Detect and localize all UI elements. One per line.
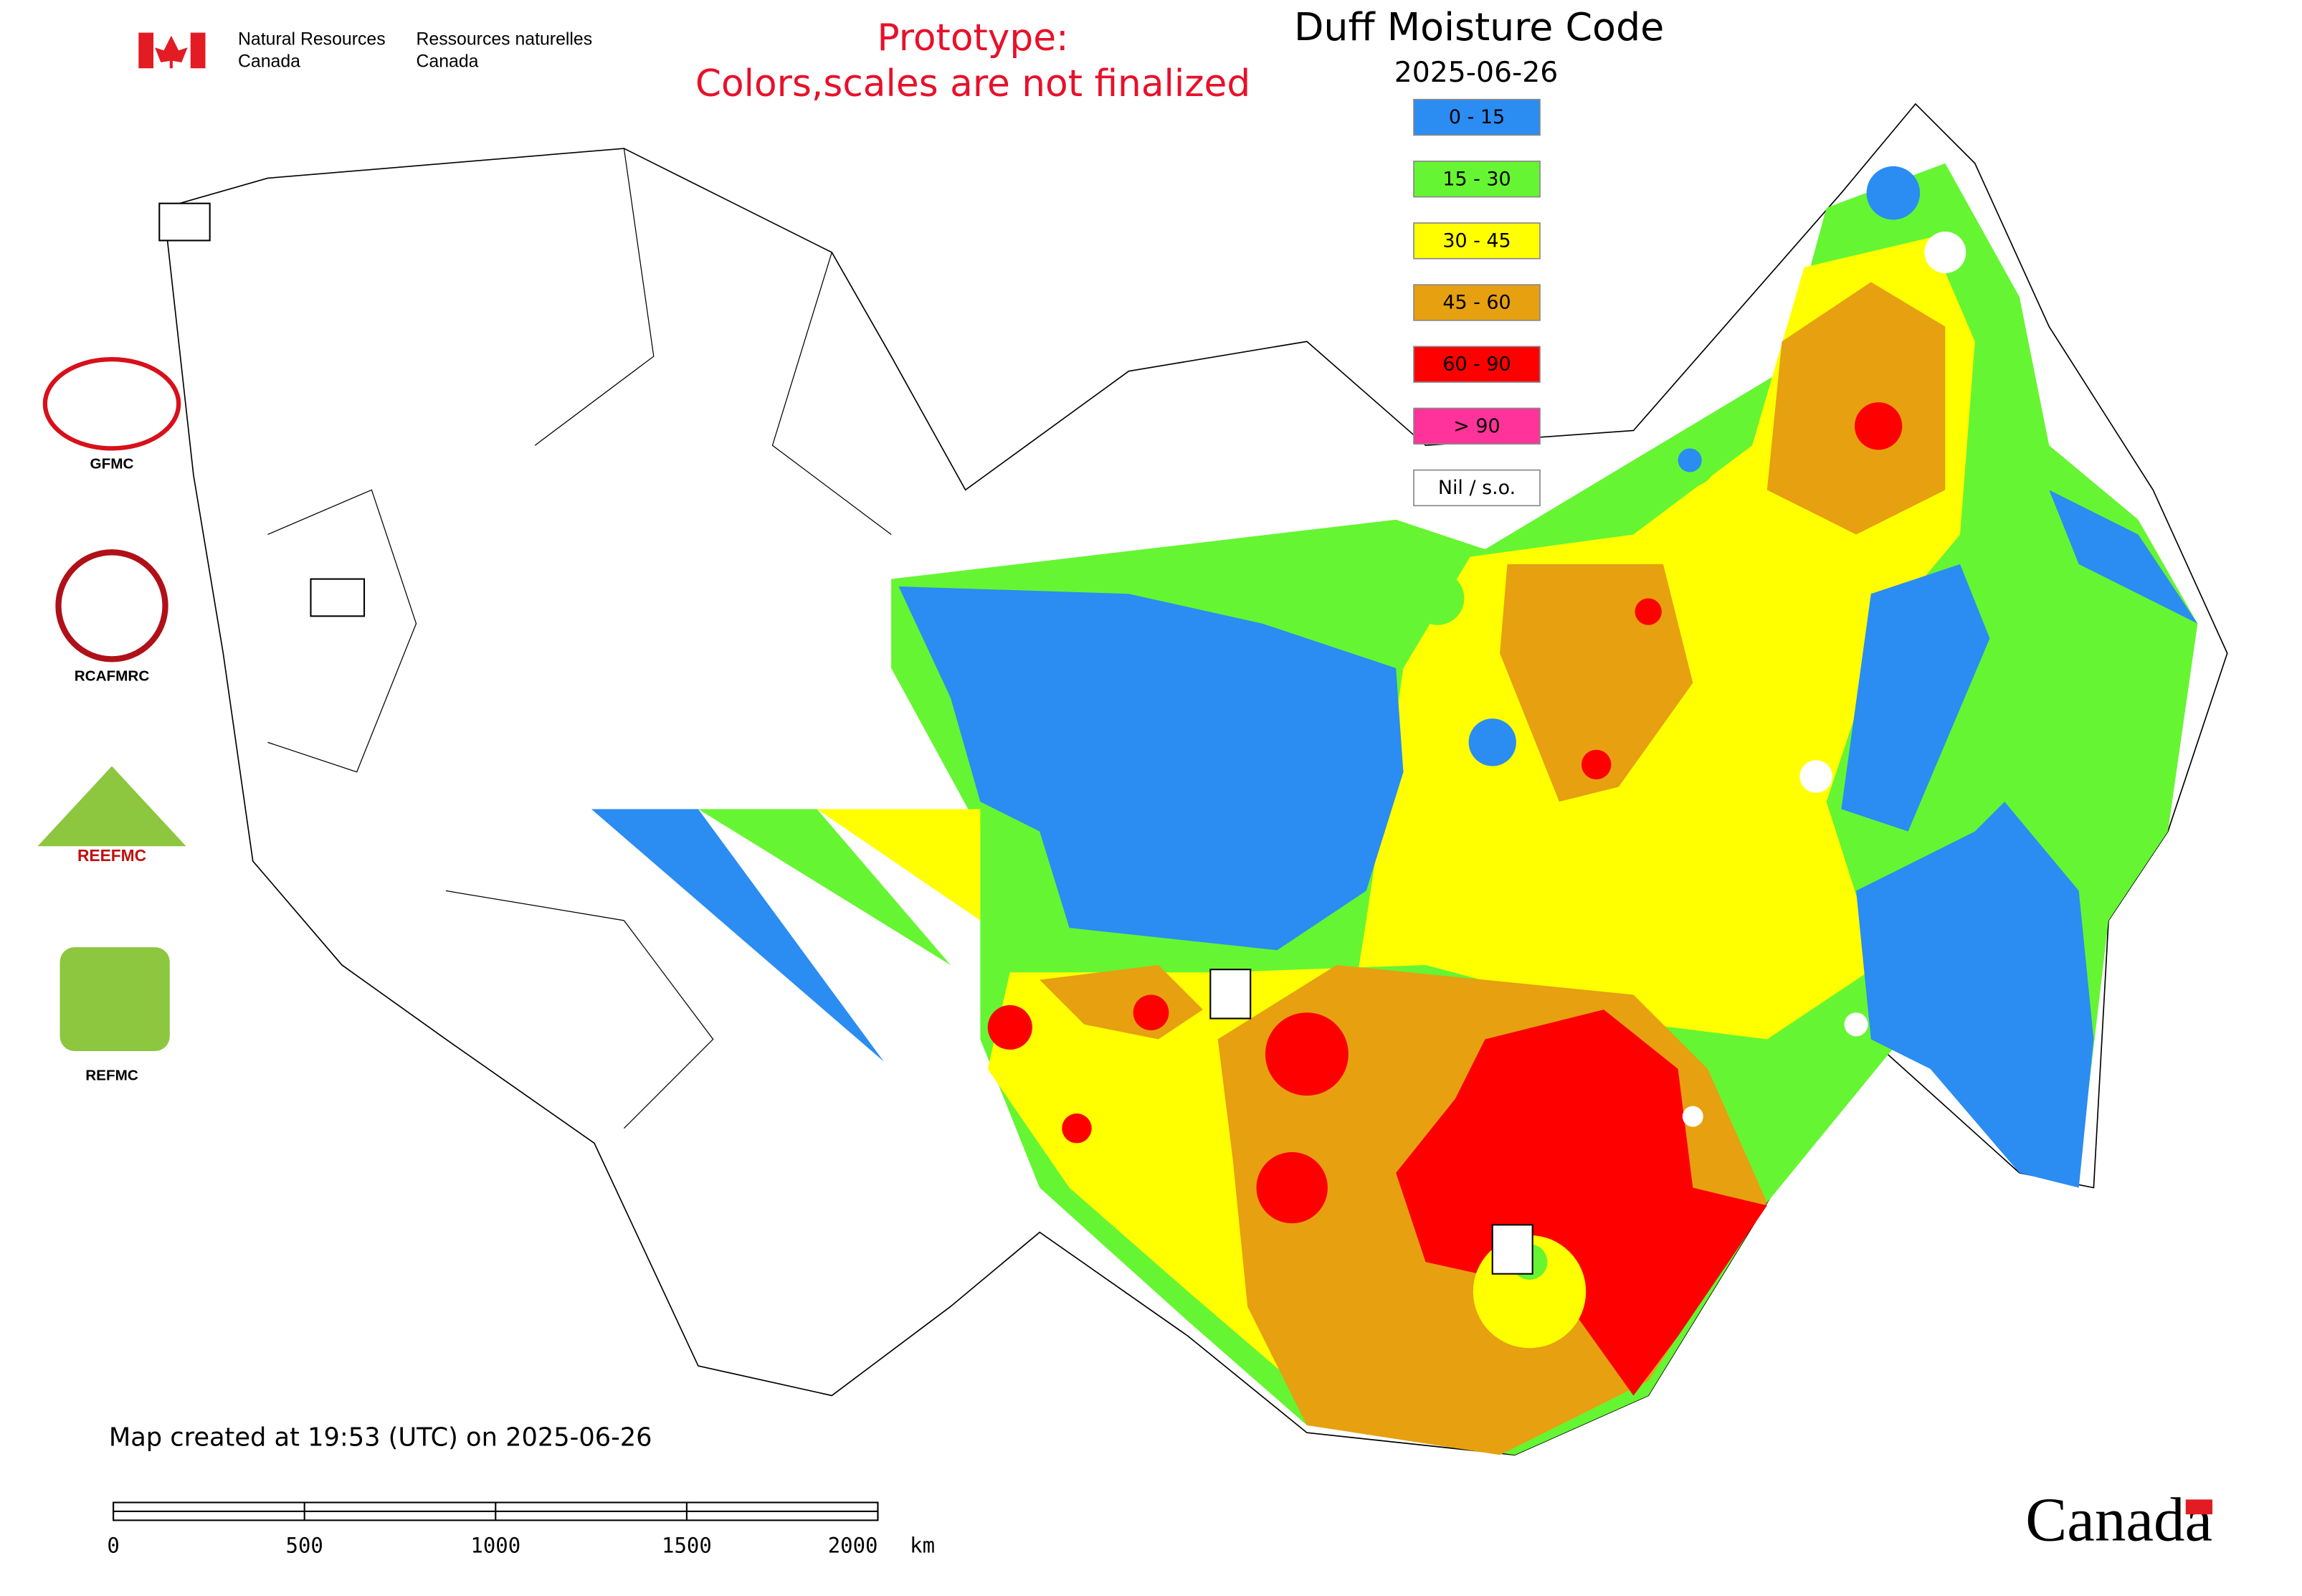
dmc-region (1410, 571, 1465, 625)
dmc-region (1766, 282, 1946, 535)
dept-en: Natural Resources (238, 29, 386, 49)
dmc-region (1062, 1113, 1092, 1144)
logo-rcafmrc (55, 549, 168, 662)
dept-fr: Ressources naturelles (417, 29, 593, 49)
legend-swatch (1413, 222, 1541, 260)
dmc-region (1866, 166, 1921, 220)
flag-leaf (155, 35, 188, 69)
dmc-region (2049, 490, 2198, 624)
dmc-region (1855, 402, 1903, 450)
scale-label: 1000 (470, 1534, 520, 1558)
logo-label: RCAFMRC (75, 668, 150, 685)
scale-unit: km (910, 1534, 935, 1558)
legend-swatch (1413, 346, 1541, 383)
dmc-region (1468, 718, 1516, 766)
dmc-region (817, 809, 981, 921)
dmc-region (1856, 802, 2094, 1188)
legend-swatch (1413, 161, 1541, 198)
footer-note: Map created at 19:53 (UTC) on 2025-06-26 (109, 1423, 652, 1453)
dmc-region (1841, 564, 1990, 832)
scale-label: 0 (107, 1534, 119, 1558)
logo-gfmc (42, 357, 181, 451)
dmc-region (591, 809, 884, 1062)
notice: Prototype: (877, 16, 1068, 60)
legend-label: Nil / s.o. (1438, 477, 1516, 499)
scale-label: 500 (286, 1534, 323, 1558)
scale-label: 1500 (662, 1534, 712, 1558)
legend-label: 0 - 15 (1449, 106, 1505, 128)
legend-label: 60 - 90 (1442, 353, 1511, 376)
borders (267, 148, 892, 1129)
logo-label: GFMC (90, 456, 134, 472)
flag-bar (138, 32, 153, 69)
dmc-region (1265, 1012, 1349, 1096)
legend-swatch (1413, 407, 1541, 445)
legend-swatch (1413, 469, 1541, 507)
canada-wordmark: Canada (2025, 1486, 2212, 1554)
map-date: 2025-06-26 (1394, 56, 1559, 89)
legend-label: 30 - 45 (1442, 229, 1511, 252)
dmc-region (1635, 598, 1662, 625)
notice: Colors,scales are not finalized (695, 62, 1250, 105)
legend-label: 15 - 30 (1442, 168, 1511, 190)
site-marker (310, 578, 366, 617)
dmc-region (1396, 1010, 1767, 1396)
wordmark-flag (2185, 1499, 2213, 1515)
dmc-region (1256, 1151, 1328, 1224)
legend-label: 45 - 60 (1442, 292, 1511, 314)
legend-label: > 90 (1453, 415, 1500, 437)
dept-fr: Canada (417, 52, 479, 72)
logo-reefmc (37, 766, 186, 847)
dmc-region (1682, 1106, 1703, 1127)
site-marker (1209, 969, 1252, 1020)
dmc-region (1678, 448, 1702, 472)
scale-label: 2000 (828, 1534, 878, 1558)
dmc-region (1924, 232, 1966, 274)
logo-label: REFMC (85, 1068, 138, 1084)
dmc-region (1582, 749, 1612, 780)
site-marker (1491, 1224, 1533, 1275)
flag-bar (190, 32, 206, 69)
dmc-region (987, 1004, 1032, 1050)
legend-swatch (1413, 284, 1541, 321)
dmc-region (898, 586, 1404, 951)
scale-bar: 0 500 1000 1500 2000 km (107, 1501, 935, 1558)
dmc-region (1844, 1012, 1868, 1037)
dmc-field (591, 163, 2198, 1455)
dmc-region (1799, 760, 1832, 793)
map-title: Duff Moisture Code (1294, 4, 1664, 49)
site-marker (158, 202, 211, 242)
legend: 0 - 15 15 - 30 30 - 45 45 - 60 60 - 90 > 90 Ni… (1413, 98, 1541, 507)
dept-en: Canada (238, 52, 300, 72)
dmc-region (1133, 994, 1169, 1031)
logo-refmc (60, 947, 170, 1052)
logo-label: REEFMC (77, 846, 146, 865)
legend-swatch (1413, 98, 1541, 136)
